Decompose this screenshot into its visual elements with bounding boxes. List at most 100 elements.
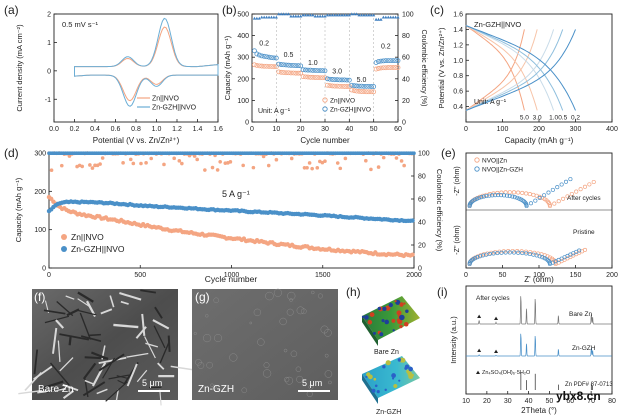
i-x-tick-label: 40 <box>525 398 533 405</box>
d-ce-zn-nvo <box>266 163 271 168</box>
d-ce-zn-nvo <box>121 161 125 165</box>
d-ce-zn-nvo <box>195 157 199 162</box>
sem-flake <box>84 379 95 385</box>
b-point-zn-nvo <box>368 89 374 95</box>
afm-spot <box>374 384 378 388</box>
sem-speck <box>324 353 329 358</box>
d-ce-zn-nvo <box>162 162 166 167</box>
b-point-zn-gzh-nvo <box>256 52 262 58</box>
d-point-zn-gzh-nvo <box>410 218 415 223</box>
panel-e-ylabel-top: -Z'' (ohm) <box>454 166 461 196</box>
b-point-zn-nvo <box>342 84 347 89</box>
b-point-zn-gzh-nvo <box>293 63 299 69</box>
panel-c-xlabel: Capacity (mAh g⁻¹) <box>505 136 574 145</box>
e-point-pristine-nvo-zn <box>485 251 490 256</box>
sem-flake <box>154 306 163 319</box>
afm-spot <box>399 324 403 329</box>
b-x-tick-label: 10 <box>272 126 280 133</box>
b-ce-marker <box>355 12 359 16</box>
sem-speck <box>253 308 262 317</box>
d-ce-zn-nvo <box>100 156 105 160</box>
b-ce-marker <box>291 14 295 18</box>
sem-flake <box>46 387 64 393</box>
e-point-after-nvo-zn <box>552 201 557 206</box>
sem-flake <box>98 353 125 372</box>
b-y-tick-label: 100 <box>237 98 249 105</box>
e-point-pristine-nvo-zn-gzh <box>524 251 529 256</box>
afm-spot <box>364 315 369 320</box>
sem-speck <box>324 329 332 337</box>
panel-h-caption-bottom: Zn-GZH <box>376 409 401 416</box>
b-point-zn-nvo <box>266 64 272 69</box>
b-ce-marker <box>347 13 351 17</box>
afm-spot <box>403 302 406 305</box>
sem-speck <box>285 376 294 385</box>
b-ce-marker <box>359 13 364 17</box>
e-point-pristine-nvo-zn <box>582 247 588 252</box>
b-point-zn-nvo <box>259 63 265 69</box>
b-ce-marker <box>396 15 400 19</box>
b-y2-tick-label: 60 <box>402 55 410 62</box>
afm-spot <box>404 364 410 369</box>
panel-i-ylabel: Intensity (a.u.) <box>449 316 458 364</box>
b-point-zn-gzh-nvo <box>393 58 398 64</box>
c-x-tick-label: 300 <box>570 126 582 133</box>
e-point-after-nvo-zn <box>556 199 561 204</box>
legend-marker-zn-nvo-d <box>61 234 67 240</box>
sem-speck <box>317 293 323 299</box>
b-point-zn-gzh-nvo <box>356 83 362 89</box>
sem-flake <box>105 381 128 402</box>
b-point-zn-nvo <box>256 63 262 69</box>
panel-b-y-ticks: 0 100 200 300 400 500 <box>237 12 255 127</box>
d-ce-zn-nvo <box>369 167 373 172</box>
b-point-zn-nvo <box>351 88 357 94</box>
c-x-tick-label: 200 <box>533 126 545 133</box>
sem-flake <box>157 362 165 370</box>
e-point-pristine-nvo-zn-gzh <box>499 250 504 255</box>
e-point-after-nvo-zn-gzh <box>528 201 534 206</box>
b-point-zn-nvo <box>317 75 323 81</box>
b-point-zn-gzh-nvo <box>276 61 282 67</box>
afm-spot <box>392 329 395 332</box>
e-point-pristine-nvo-zn <box>547 255 553 260</box>
panel-d-ylabel2: Coulombic efficiency (%) <box>435 169 444 252</box>
b-ce-marker <box>286 12 291 16</box>
c-rate-label: 1.0 <box>549 115 558 122</box>
b-y2-tick-label: 40 <box>402 76 410 83</box>
b-point-zn-nvo <box>261 63 267 69</box>
sem-flake <box>55 319 65 329</box>
legend-zn-nvo: Zn||NVO <box>152 96 180 103</box>
b-point-zn-nvo <box>315 75 321 80</box>
d-ce-zn-nvo <box>49 168 54 173</box>
panel-g-scale-text: 5 μm <box>302 378 322 388</box>
b-ce-marker <box>299 14 303 18</box>
panel-i-label: (i) <box>437 285 448 299</box>
sem-speck <box>257 338 265 346</box>
e-point-pristine-nvo-zn-gzh <box>540 255 545 260</box>
d-ce-zn-nvo <box>210 165 215 170</box>
b-point-zn-nvo <box>329 83 335 89</box>
b-point-zn-gzh-nvo <box>354 83 360 89</box>
e-point-pristine-nvo-zn <box>519 249 524 254</box>
b-x-tick-label: 60 <box>394 126 402 133</box>
e-point-pristine-nvo-zn-gzh <box>507 250 512 255</box>
sem-flake <box>62 390 75 399</box>
panel-a-y-ticks: -1 0 1 2 <box>45 12 57 104</box>
c-discharge-curve <box>465 25 576 111</box>
b-point-zn-gzh-nvo <box>327 76 333 82</box>
d-ce-zn-nvo <box>338 166 343 171</box>
c-x-tick-label: 400 <box>606 126 618 133</box>
a-x-tick-label: 0.6 <box>111 126 121 133</box>
d-ce-zn-nvo <box>261 154 266 159</box>
panel-b-legend: Zn||NVO Zn-GZH||NVO <box>322 97 371 114</box>
b-ce-marker <box>381 15 385 19</box>
panel-i-xlabel: 2Theta (°) <box>521 406 557 415</box>
panel-c: (c) Zn-GZH||NVO 0 100 200 300 400 0.4 0.6 0.8 1… <box>430 3 618 145</box>
c-charge-curve <box>465 29 564 111</box>
d-y-tick-label: 300 <box>34 151 46 158</box>
xrd-legend-triangle <box>476 370 480 374</box>
d-ce-zn-nvo <box>128 157 133 162</box>
sem-speck <box>206 361 213 369</box>
panel-i-label-gzh: Zn-GZH <box>572 345 596 352</box>
b-ce-marker <box>328 13 332 17</box>
